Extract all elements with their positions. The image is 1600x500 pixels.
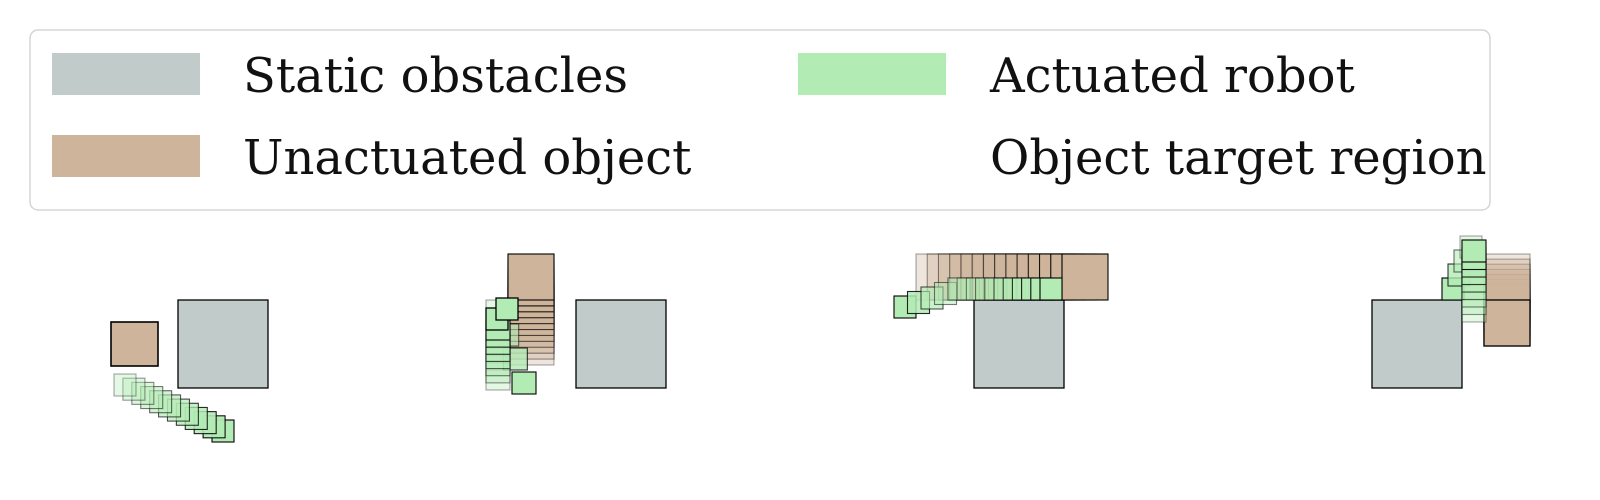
- object-final: [1483, 299, 1531, 347]
- legend-swatch-object: [52, 135, 200, 177]
- robot-trail: [933, 281, 958, 306]
- scene-4: [1371, 235, 1531, 389]
- static-obstacle: [1371, 299, 1463, 389]
- legend-swatch-robot: [798, 53, 946, 95]
- legend-label-static: Static obstacles: [243, 48, 628, 104]
- robot-final: [495, 297, 519, 321]
- static-obstacle: [575, 299, 667, 389]
- legend-label-robot: Actuated robot: [989, 48, 1355, 104]
- robot-trail-stack: [1461, 239, 1487, 263]
- legend-frame: [29, 29, 1491, 211]
- scene-1: [110, 299, 269, 443]
- legend-label-object: Unactuated object: [243, 130, 691, 186]
- scene-3: [893, 253, 1109, 389]
- object-trail: [1061, 253, 1109, 301]
- static-obstacle: [973, 299, 1065, 389]
- robot-trail-row: [1039, 277, 1063, 301]
- robot-trail-row: [947, 277, 971, 301]
- scene-2: [485, 253, 667, 395]
- legend-swatch-static: [52, 53, 200, 95]
- legend-label-target: Object target region: [990, 130, 1487, 186]
- legend: Static obstacles Unactuated object Actua…: [29, 29, 1491, 211]
- robot-trail: [122, 377, 146, 401]
- robot-trail: [131, 381, 155, 405]
- unactuated-object: [110, 321, 159, 367]
- robot-trail: [511, 371, 537, 395]
- object-trail: [1483, 253, 1531, 301]
- object-trail: [507, 253, 555, 301]
- robot-trail: [947, 277, 971, 301]
- static-obstacle: [177, 299, 269, 389]
- robot-trail: [113, 373, 137, 397]
- robot-trail: [140, 385, 164, 410]
